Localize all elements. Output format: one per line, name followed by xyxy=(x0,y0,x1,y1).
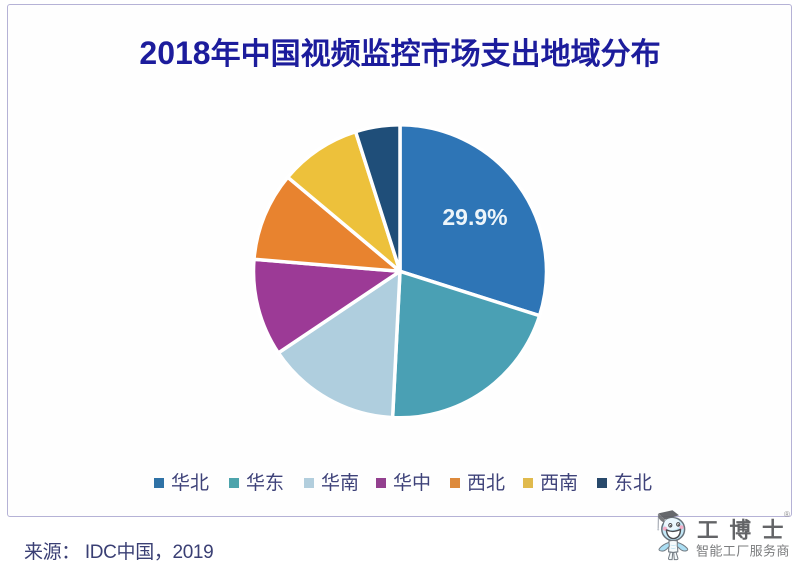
svg-text:®: ® xyxy=(784,510,790,519)
svg-text:工博士: 工博士 xyxy=(697,518,795,543)
svg-text:智能工厂服务商: 智能工厂服务商 xyxy=(696,544,790,559)
